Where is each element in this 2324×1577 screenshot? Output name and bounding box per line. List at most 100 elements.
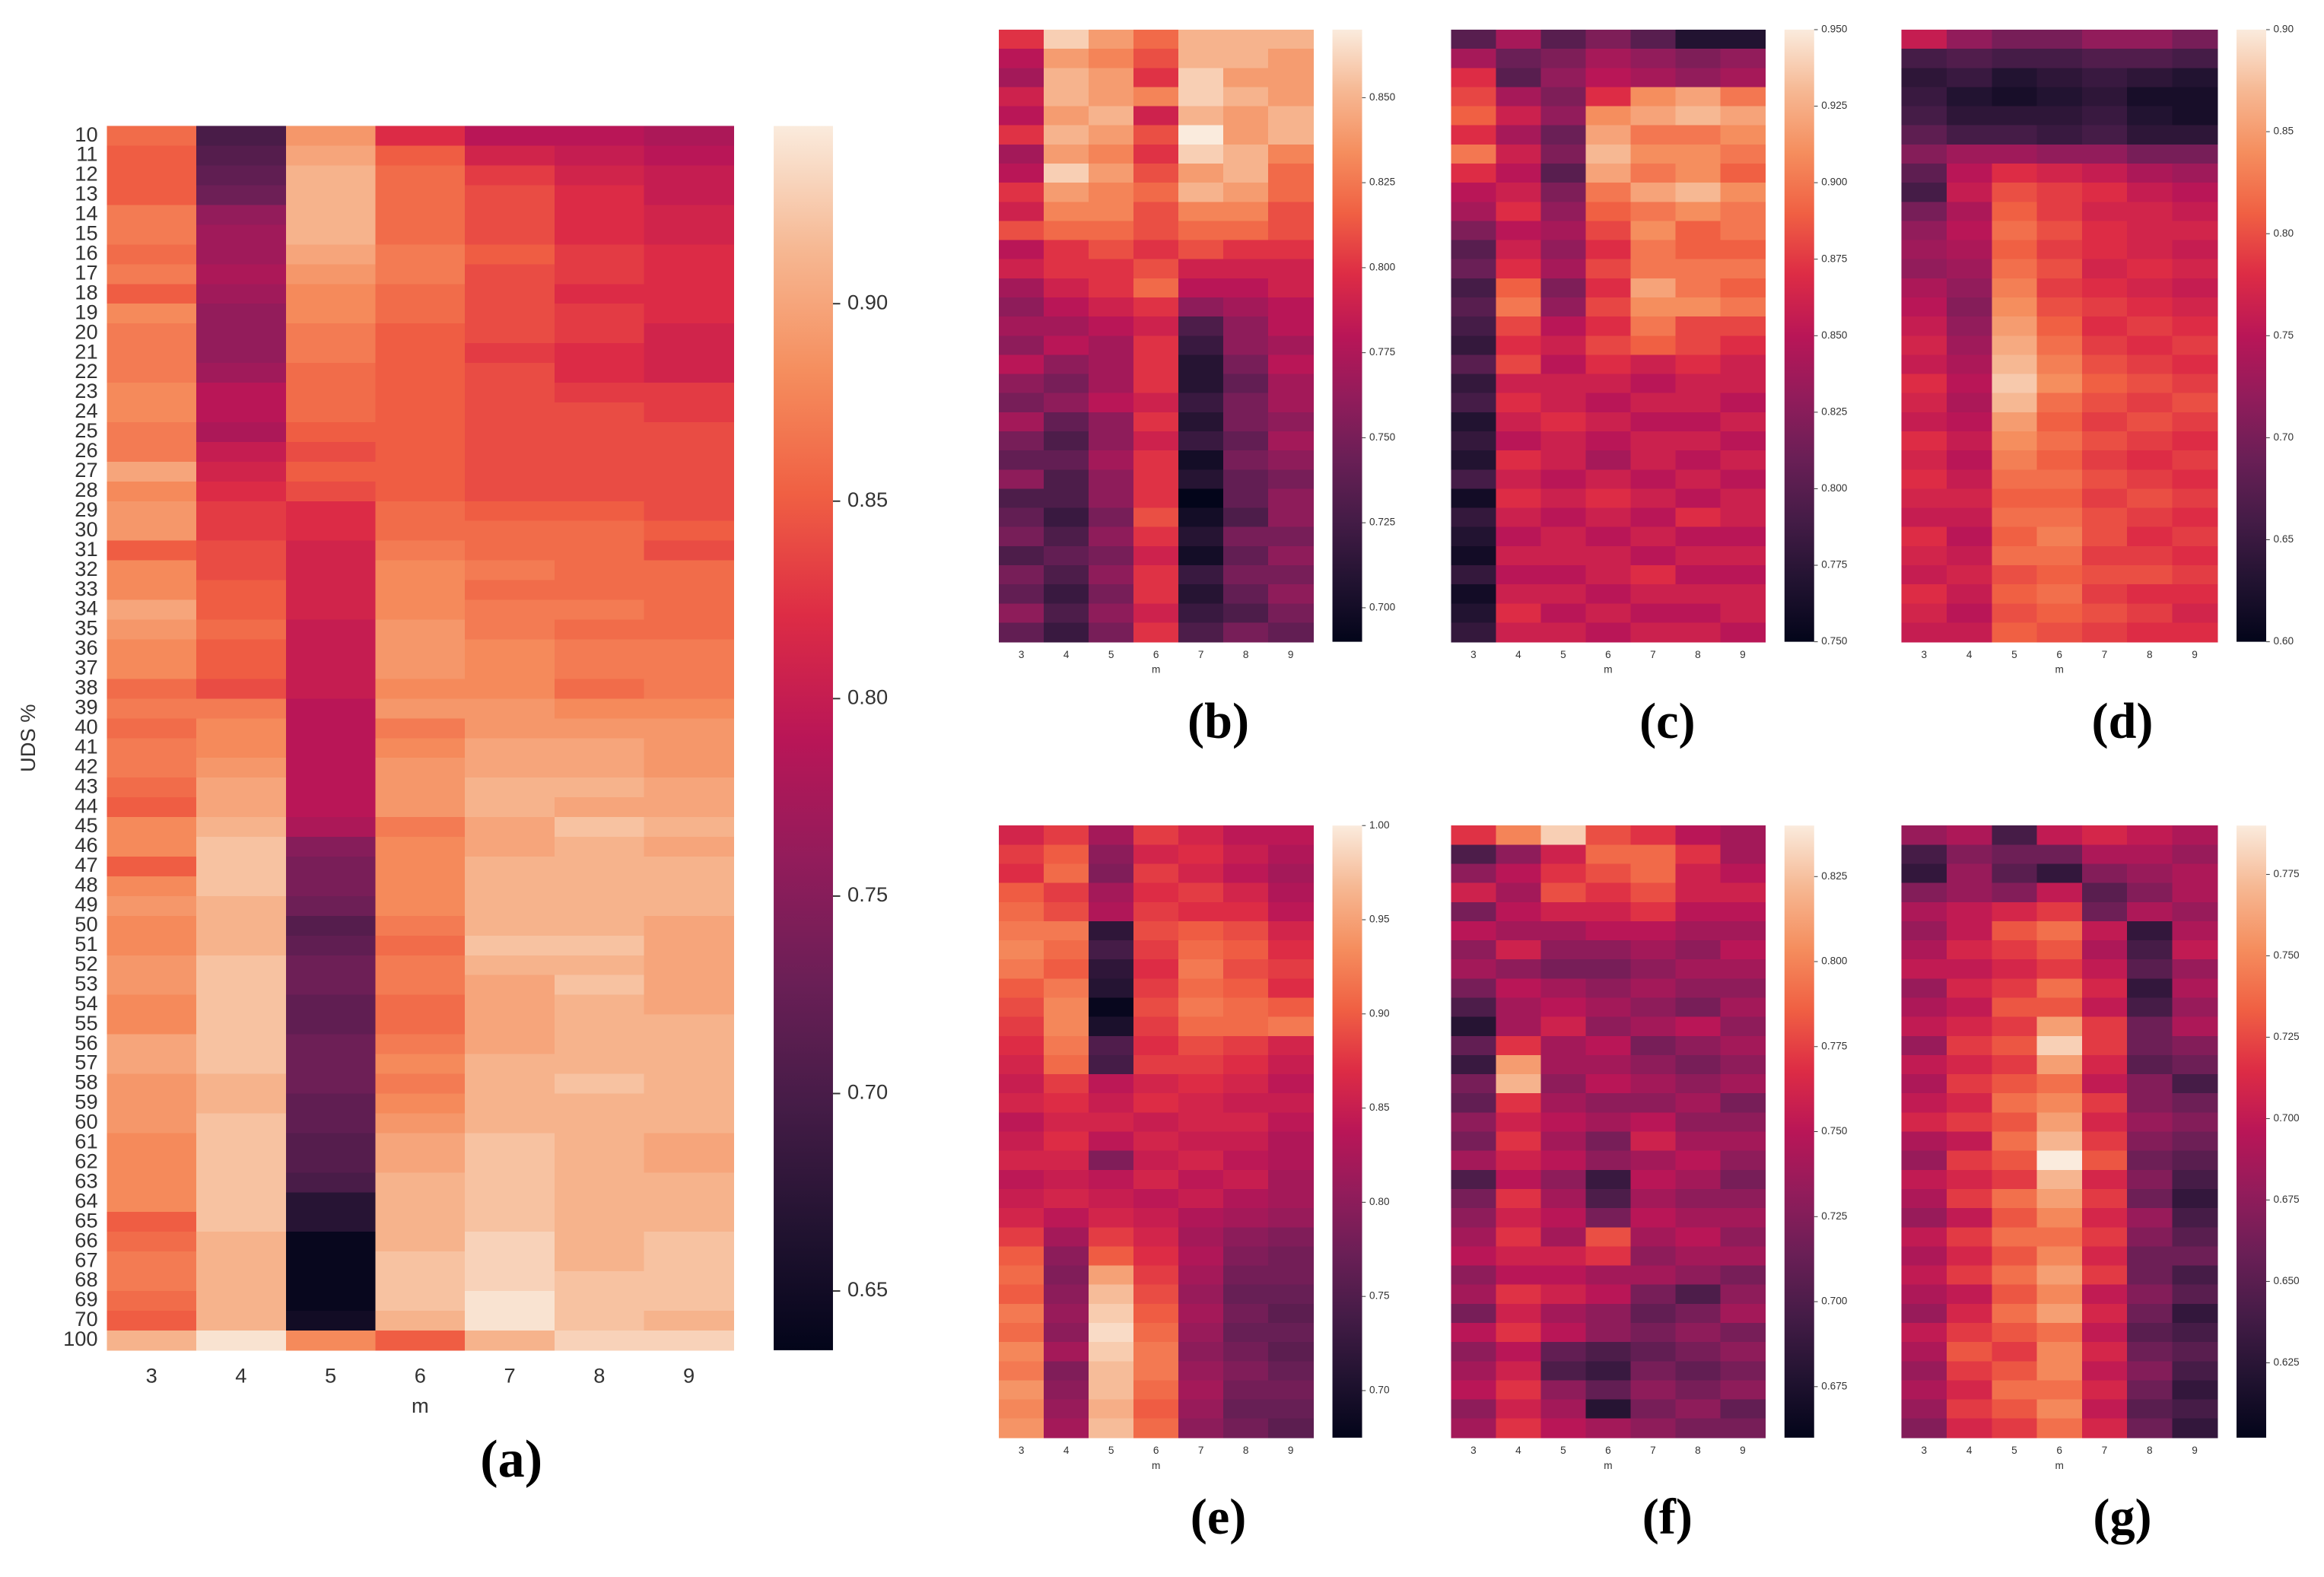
heatmap-cell	[196, 1034, 287, 1055]
panel-label: (d)	[2092, 694, 2154, 749]
heatmap-cell	[644, 126, 735, 147]
heatmap-cell	[1720, 431, 1766, 451]
heatmap-cell	[2036, 393, 2083, 413]
heatmap-cell	[1223, 144, 1270, 164]
heatmap-cell	[1178, 393, 1224, 413]
heatmap-cell	[1901, 163, 1947, 183]
heatmap-cell	[2172, 959, 2218, 980]
heatmap-cell	[1133, 1035, 1179, 1056]
heatmap-cell	[1178, 1303, 1224, 1324]
heatmap-cell	[465, 1330, 555, 1351]
x-tick-label: 7	[1650, 649, 1656, 660]
heatmap-cell	[644, 1133, 735, 1154]
heatmap-cell	[1585, 87, 1632, 107]
heatmap-cell	[375, 1212, 466, 1232]
heatmap-cell	[1540, 1150, 1587, 1171]
y-tick-label: 42	[75, 754, 97, 777]
heatmap-cell	[644, 856, 735, 877]
heatmap-cell	[1044, 997, 1089, 1018]
heatmap-cell	[465, 876, 555, 897]
heatmap-cell	[2081, 1208, 2128, 1229]
heatmap-cell	[1992, 622, 2038, 643]
heatmap-cell	[2127, 412, 2173, 432]
heatmap-cell	[1223, 297, 1270, 317]
x-tick-label: 9	[1288, 649, 1294, 660]
heatmap-cell	[1089, 1284, 1134, 1305]
heatmap-cell	[1720, 335, 1766, 356]
colorbar-tick-label: 0.850	[1369, 91, 1396, 103]
heatmap-cell	[1178, 1380, 1224, 1401]
heatmap-cell	[644, 1093, 735, 1114]
heatmap-cell	[1044, 1112, 1089, 1133]
heatmap-cell	[1540, 901, 1587, 922]
heatmap-cell	[2081, 978, 2128, 999]
heatmap-cell	[1268, 1399, 1315, 1420]
heatmap-cell	[1946, 355, 1993, 375]
heatmap-cell	[644, 244, 735, 265]
heatmap-cell	[2172, 87, 2218, 107]
heatmap-cell	[1178, 335, 1224, 356]
heatmap-cell	[2172, 355, 2218, 375]
heatmap-cell	[1089, 863, 1134, 884]
heatmap-cell	[1901, 825, 1947, 846]
heatmap-cell	[465, 915, 555, 936]
heatmap-cell	[2172, 1246, 2218, 1267]
heatmap-cell	[2036, 1322, 2083, 1343]
heatmap-cell	[1540, 1093, 1587, 1114]
heatmap-cell	[1901, 202, 1947, 222]
heatmap-cell	[2172, 278, 2218, 298]
heatmap-cell	[1992, 240, 2038, 260]
heatmap-cell	[1720, 978, 1766, 999]
heatmap-cell	[644, 994, 735, 1016]
heatmap-cell	[2036, 144, 2083, 164]
heatmap-cell	[1675, 565, 1722, 585]
y-tick-label: 48	[75, 873, 97, 896]
heatmap-cell	[1992, 355, 2038, 375]
colorbar-tick-label: 0.700	[1821, 1296, 1848, 1307]
y-tick-label: 55	[75, 1011, 97, 1035]
heatmap-cell	[1451, 526, 1497, 547]
heatmap-cell	[375, 837, 466, 857]
heatmap-cell	[1901, 1246, 1947, 1267]
heatmap-cell	[2127, 68, 2173, 88]
heatmap-cell	[644, 540, 735, 561]
heatmap-cell	[2081, 202, 2128, 222]
y-tick-label: 59	[75, 1090, 97, 1114]
panel-label: (f)	[1642, 1490, 1693, 1545]
heatmap-cell	[1451, 278, 1497, 298]
heatmap-cell	[1675, 1112, 1722, 1133]
y-tick-label: 57	[75, 1051, 97, 1074]
heatmap-cell	[1901, 1284, 1947, 1305]
heatmap-cell	[465, 1271, 555, 1292]
heatmap-cell	[2172, 901, 2218, 922]
y-tick-label: 64	[75, 1188, 97, 1212]
heatmap-cell	[1044, 1342, 1089, 1362]
colorbar-tick-label: 0.775	[1821, 559, 1847, 571]
heatmap-cell	[1901, 431, 1947, 451]
heatmap-cell	[1089, 355, 1134, 375]
heatmap-cell	[285, 323, 377, 344]
heatmap-cell	[1451, 469, 1497, 490]
heatmap-cell	[285, 205, 377, 226]
heatmap-cell	[1630, 1380, 1677, 1401]
heatmap-cell	[1540, 335, 1587, 356]
heatmap-cell	[554, 955, 645, 976]
heatmap-cell	[1044, 144, 1089, 164]
heatmap-cell	[1451, 1265, 1497, 1286]
heatmap-cell	[1992, 526, 2038, 547]
heatmap-cell	[554, 935, 645, 956]
heatmap-cell	[1133, 844, 1179, 865]
heatmap-cell	[2036, 1074, 2083, 1095]
heatmap-cell	[1451, 355, 1497, 375]
heatmap-cell	[2127, 603, 2173, 624]
heatmap-cell	[1133, 355, 1179, 375]
x-tick-label: 3	[1922, 1445, 1928, 1456]
heatmap-cell	[1451, 488, 1497, 509]
heatmap-cell	[1675, 221, 1722, 241]
heatmap-cell	[1178, 144, 1224, 164]
heatmap-cell	[1178, 297, 1224, 317]
heatmap-cell	[1946, 507, 1993, 528]
heatmap-cell	[554, 165, 645, 186]
heatmap-cell	[1268, 1418, 1315, 1439]
heatmap-cell	[2081, 959, 2128, 980]
